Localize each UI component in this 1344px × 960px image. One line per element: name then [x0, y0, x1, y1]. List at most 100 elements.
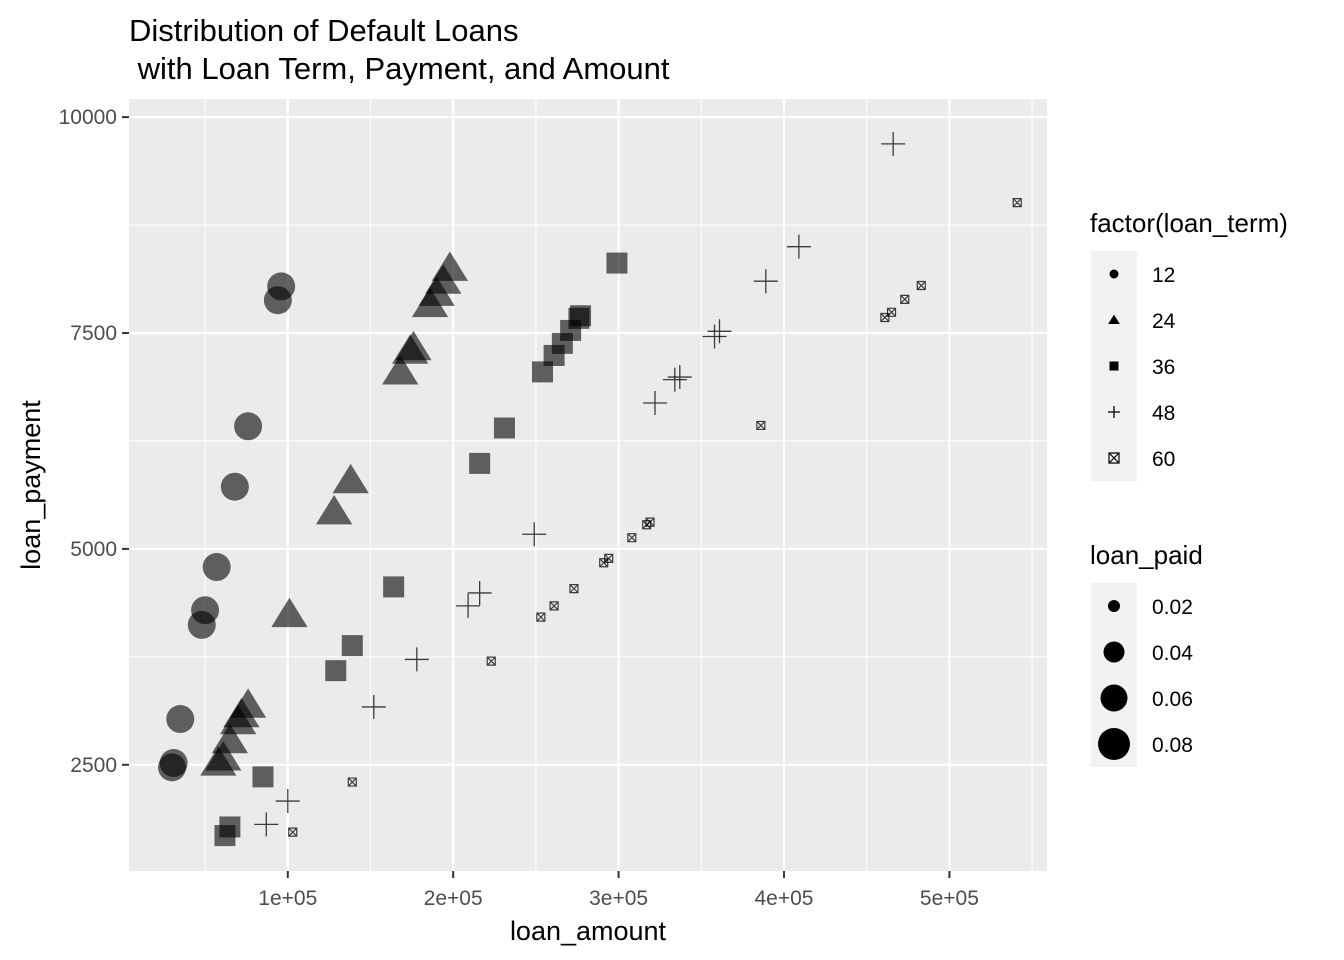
data-point-term-60: [900, 294, 910, 304]
data-points: [158, 131, 1022, 847]
data-point-term-36: [493, 417, 515, 439]
legend-loan-paid-label: 0.02: [1152, 596, 1193, 619]
data-point-term-36: [532, 361, 554, 383]
data-point-term-24: [431, 251, 469, 281]
legend-loan-paid-label: 0.04: [1152, 642, 1193, 665]
data-point-term-60: [756, 420, 766, 431]
data-point-term-48: [361, 694, 386, 719]
legend-key-circle: [1109, 269, 1119, 279]
data-point-term-24: [229, 688, 267, 718]
legend-loan-term-label: 36: [1152, 356, 1175, 379]
series-term-36: [214, 252, 628, 847]
data-point-term-48: [275, 789, 300, 814]
grid-lines: [129, 99, 1047, 871]
data-point-term-60: [486, 656, 496, 666]
data-point-term-12: [166, 705, 195, 734]
data-point-term-48: [404, 647, 429, 672]
data-point-term-24: [205, 741, 242, 771]
data-point-term-12: [220, 472, 249, 501]
y-tick-label: 10000: [59, 106, 117, 129]
y-tick-label: 5000: [70, 538, 117, 561]
data-point-term-60: [604, 553, 614, 563]
x-tick-label: 3e+05: [589, 887, 648, 910]
legend-key-size: [1098, 728, 1130, 760]
legend-loan-term-title: factor(loan_term): [1090, 208, 1288, 238]
data-point-term-36: [606, 252, 628, 274]
legend-loan-paid-label: 0.06: [1152, 688, 1193, 711]
data-point-term-36: [570, 305, 592, 327]
legend-key-size: [1108, 600, 1120, 612]
data-point-term-60: [347, 777, 357, 787]
legend-loan-term-label: 24: [1152, 310, 1176, 333]
data-point-term-24: [315, 494, 353, 525]
y-tick-label: 7500: [70, 322, 117, 345]
data-point-term-60: [1012, 198, 1022, 208]
data-point-term-36: [219, 816, 241, 838]
legend-key-size: [1103, 641, 1125, 663]
data-point-term-60: [288, 827, 298, 837]
data-point-term-48: [786, 234, 811, 259]
data-point-term-24: [395, 330, 432, 361]
legend-key-square-cross: [1108, 452, 1120, 464]
data-point-term-60: [569, 584, 579, 594]
data-point-term-12: [234, 412, 263, 441]
data-point-term-48: [522, 522, 547, 547]
legend-key-plus: [1108, 406, 1120, 418]
data-point-term-36: [383, 576, 405, 598]
legend-loan-paid: loan_paid 0.02 0.04 0.06 0.08: [1090, 540, 1203, 767]
series-term-24: [200, 251, 469, 776]
data-point-term-48: [707, 319, 732, 344]
data-point-term-36: [341, 635, 363, 657]
data-point-term-48: [456, 593, 481, 618]
data-point-term-12: [267, 272, 296, 301]
data-point-term-48: [667, 365, 692, 390]
data-point-term-48: [642, 390, 667, 415]
data-point-term-24: [271, 597, 308, 628]
data-point-term-60: [645, 517, 655, 527]
x-tick-label: 2e+05: [424, 887, 483, 910]
series-term-12: [158, 272, 296, 782]
data-point-term-60: [886, 307, 897, 317]
plot-panel: [129, 99, 1047, 871]
y-tick-label: 2500: [70, 754, 117, 777]
axes: 1e+05 2e+05 3e+05 4e+05 5e+05 2500 5000 7500 100…: [59, 106, 979, 910]
data-point-term-24: [382, 355, 419, 385]
legend-loan-paid-title: loan_paid: [1090, 540, 1203, 570]
data-point-term-48: [254, 812, 279, 837]
data-point-term-48: [753, 269, 778, 294]
data-point-term-12: [159, 749, 188, 778]
legend-loan-paid-label: 0.08: [1152, 734, 1193, 757]
x-tick-label: 5e+05: [920, 887, 979, 910]
data-point-term-48: [467, 580, 492, 605]
legend-key-triangle: [1108, 314, 1120, 325]
data-point-term-48: [881, 131, 906, 156]
chart-title-line-1: Distribution of Default Loans: [129, 13, 518, 48]
data-point-term-48: [702, 324, 727, 349]
data-point-term-36: [469, 452, 491, 474]
legend-key-square: [1109, 361, 1119, 371]
legend-loan-term-label: 60: [1152, 448, 1175, 471]
legend-loan-term-label: 48: [1152, 402, 1175, 425]
legend-loan-term: factor(loan_term) 12 24 36 48 60: [1090, 208, 1288, 481]
data-point-term-60: [916, 280, 926, 291]
series-term-48: [254, 131, 906, 837]
y-axis-title: loan_payment: [16, 400, 46, 570]
x-tick-label: 1e+05: [258, 887, 317, 910]
data-point-term-60: [627, 533, 637, 543]
x-tick-label: 4e+05: [755, 887, 814, 910]
data-point-term-48: [662, 367, 687, 392]
legend-loan-term-label: 12: [1152, 264, 1175, 287]
data-point-term-36: [252, 766, 274, 788]
data-point-term-60: [536, 612, 546, 622]
x-axis-title: loan_amount: [510, 916, 667, 946]
data-point-term-12: [202, 553, 231, 582]
data-point-term-24: [211, 723, 249, 754]
data-point-term-12: [191, 596, 220, 625]
data-point-term-36: [325, 660, 347, 682]
series-term-60: [288, 198, 1022, 837]
data-point-term-60: [549, 601, 559, 611]
data-point-term-24: [332, 463, 369, 494]
chart-title-line-2: with Loan Term, Payment, and Amount: [129, 51, 670, 86]
legend-key-size: [1100, 684, 1128, 712]
